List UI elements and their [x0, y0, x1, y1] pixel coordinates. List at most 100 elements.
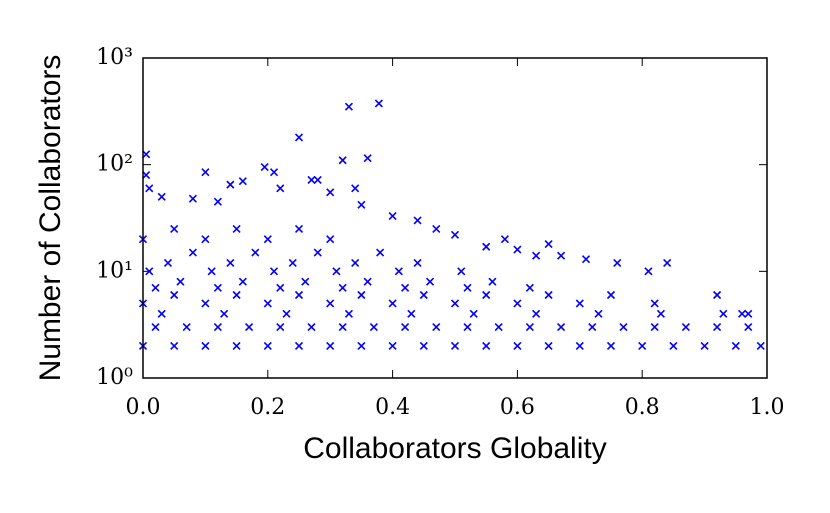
point [326, 188, 335, 197]
point [344, 309, 353, 318]
point [388, 299, 397, 308]
point [338, 156, 347, 165]
point [313, 248, 322, 257]
point [731, 341, 740, 350]
point [650, 299, 659, 308]
point [575, 299, 584, 308]
point [638, 341, 647, 350]
point [332, 267, 341, 276]
y-tick-label: 10¹ [96, 258, 133, 283]
point [276, 283, 285, 292]
point [294, 224, 304, 233]
point [170, 290, 179, 300]
point [700, 341, 709, 350]
point [419, 341, 428, 350]
point [263, 235, 272, 244]
point [357, 290, 366, 300]
point [313, 175, 322, 184]
point [594, 309, 603, 318]
point [170, 224, 179, 233]
point [525, 283, 534, 292]
point [650, 323, 659, 332]
point [326, 235, 335, 244]
point [157, 192, 166, 201]
point [532, 309, 541, 318]
point [207, 267, 216, 276]
point [260, 162, 269, 172]
point [388, 211, 397, 221]
point [251, 248, 260, 257]
point [201, 235, 210, 244]
point [151, 283, 160, 292]
y-tick-label: 10² [96, 152, 133, 177]
point [245, 323, 254, 332]
point [369, 323, 378, 332]
point [756, 341, 765, 350]
point [557, 251, 566, 260]
point [213, 323, 222, 332]
point [606, 290, 616, 300]
point [744, 309, 753, 318]
point [232, 341, 241, 350]
point [663, 258, 672, 267]
point [263, 299, 272, 308]
point [457, 267, 466, 276]
point [357, 341, 366, 350]
point [525, 323, 534, 332]
point [719, 309, 728, 318]
point [737, 309, 747, 318]
point [575, 341, 584, 350]
point [269, 267, 279, 276]
point [142, 150, 151, 159]
x-tick-label: 1.0 [750, 395, 785, 420]
point [425, 277, 435, 286]
point [681, 323, 690, 332]
point [145, 267, 154, 276]
point [357, 200, 366, 209]
point [450, 299, 460, 308]
point [450, 341, 460, 350]
point [238, 277, 247, 286]
point [151, 323, 160, 332]
y-tick-label: 10³ [96, 45, 133, 70]
point [213, 197, 222, 206]
point [513, 245, 522, 254]
point [713, 323, 722, 332]
x-tick-label: 0.2 [250, 395, 285, 420]
point [500, 235, 509, 244]
point [351, 258, 360, 267]
point [619, 323, 628, 332]
point [294, 133, 304, 142]
point [188, 248, 197, 257]
point [301, 277, 310, 286]
point [581, 255, 591, 264]
x-axis-label: Collaborators Globality [303, 432, 606, 465]
point [269, 168, 279, 177]
point [176, 277, 185, 286]
point [232, 224, 241, 233]
point [513, 299, 522, 308]
point [170, 341, 179, 350]
point [613, 258, 622, 267]
point [544, 240, 553, 249]
point [294, 341, 304, 350]
point [201, 341, 210, 350]
point [488, 277, 497, 286]
point [213, 283, 222, 292]
point [226, 180, 235, 189]
point [413, 216, 422, 225]
point [463, 283, 472, 292]
point [145, 184, 154, 193]
point [432, 224, 441, 233]
x-tick-label: 0.8 [625, 395, 660, 420]
x-tick-label: 0.0 [126, 395, 161, 420]
point [163, 258, 173, 267]
point [419, 290, 428, 300]
point [482, 242, 491, 251]
x-tick-label: 0.6 [500, 395, 535, 420]
point [142, 170, 151, 180]
point [469, 309, 478, 318]
point [326, 341, 335, 350]
point [669, 341, 678, 350]
y-axis-label: Number of Collaborators [34, 55, 67, 382]
